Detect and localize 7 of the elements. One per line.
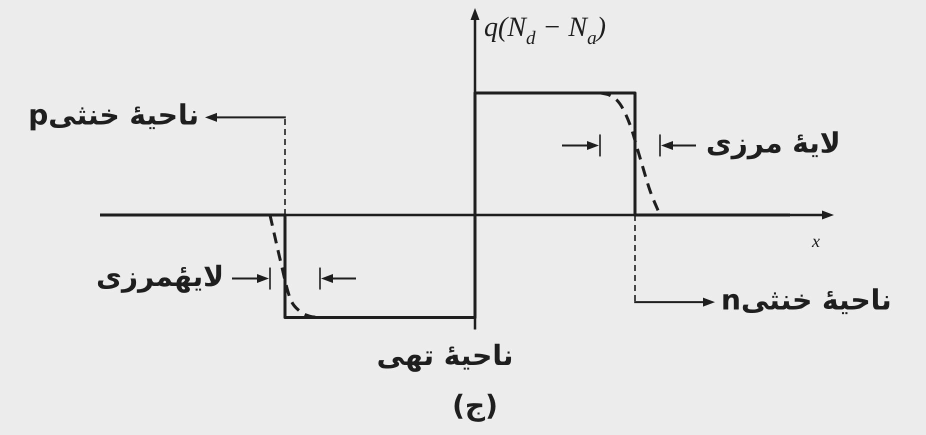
annotation: ناحیهٔ خنثیp	[28, 98, 199, 132]
annotation: لایهٔمرزی	[96, 260, 224, 293]
x-axis-title: x	[811, 231, 820, 251]
text: ناحیهٔ تهی	[376, 338, 514, 372]
annotation: لایهٔ مرزی	[706, 126, 841, 160]
annotation: ناحیهٔ خنثیn	[721, 283, 892, 316]
text: (ج)	[452, 388, 498, 422]
